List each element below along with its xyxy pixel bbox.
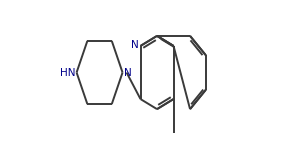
Text: N: N xyxy=(124,68,132,77)
Text: HN: HN xyxy=(60,68,75,77)
Text: N: N xyxy=(131,40,139,50)
